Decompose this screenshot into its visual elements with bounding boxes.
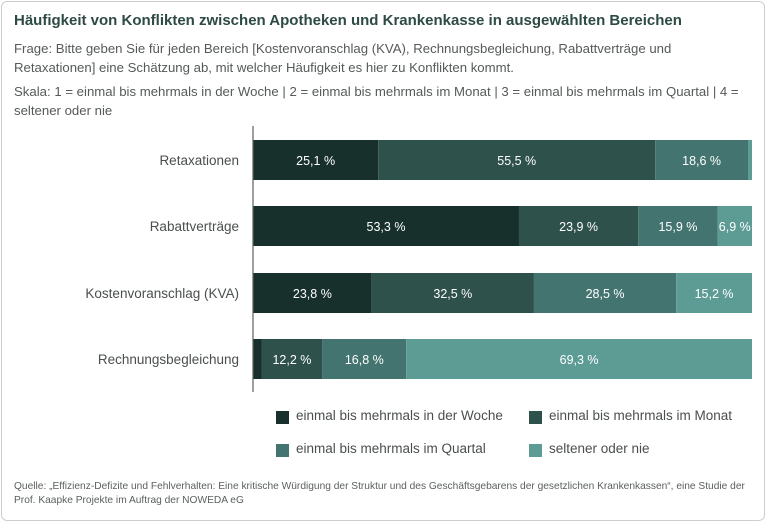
bar-segment	[253, 273, 372, 313]
bar-segment	[253, 206, 519, 246]
bar-segment	[518, 206, 639, 246]
data-label: 32,5 %	[433, 287, 472, 301]
legend-entry: einmal bis mehrmals im Quartal	[296, 441, 486, 456]
bar-segment	[717, 206, 752, 246]
bar-segment	[371, 273, 534, 313]
bar-segment	[533, 273, 677, 313]
legend-entry: seltener oder nie	[549, 441, 650, 456]
data-label: 25,1 %	[296, 154, 335, 168]
data-label: 23,8 %	[293, 287, 332, 301]
legend-swatch	[276, 411, 289, 424]
data-label: 53,3 %	[367, 220, 406, 234]
data-label: 69,3 %	[560, 353, 599, 367]
category-label: Kostenvoranschlag (KVA)	[85, 286, 239, 301]
data-label: 28,5 %	[586, 287, 625, 301]
data-label: 12,2 %	[272, 353, 311, 367]
data-label: 15,9 %	[658, 220, 697, 234]
data-label: 6,9 %	[719, 220, 751, 234]
data-label: 18,6 %	[682, 154, 721, 168]
bar-segment	[676, 273, 752, 313]
bar-segment	[261, 339, 323, 379]
bar-segment	[378, 140, 656, 180]
scale-description: Skala: 1 = einmal bis mehrmals in der Wo…	[14, 84, 739, 118]
legend-entry: einmal bis mehrmals in der Woche	[296, 408, 503, 423]
bar-segment	[638, 206, 718, 246]
bar-segment	[748, 140, 752, 180]
legend-entry: einmal bis mehrmals im Monat	[549, 408, 733, 423]
category-label: Rechnungsbegleichung	[98, 352, 239, 367]
bar-segment	[322, 339, 407, 379]
category-label: Retaxationen	[159, 153, 239, 168]
chart-title: Häufigkeit von Konflikten zwischen Apoth…	[14, 12, 682, 29]
bar-segment	[655, 140, 749, 180]
data-label: 15,2 %	[695, 287, 734, 301]
data-label: 23,9 %	[559, 220, 598, 234]
survey-question: Frage: Bitte geben Sie für jeden Bereich…	[14, 41, 672, 75]
data-label: 16,8 %	[345, 353, 384, 367]
bar-segment	[406, 339, 752, 379]
legend-swatch	[276, 444, 289, 457]
legend-swatch	[529, 411, 542, 424]
bar-segment	[253, 339, 262, 379]
legend-swatch	[529, 444, 542, 457]
data-label: 55,5 %	[497, 154, 536, 168]
category-label: Rabattverträge	[150, 219, 239, 234]
bar-segment	[253, 140, 379, 180]
source-note: Quelle: „Effizienz-Defizite und Fehlverh…	[14, 481, 745, 506]
